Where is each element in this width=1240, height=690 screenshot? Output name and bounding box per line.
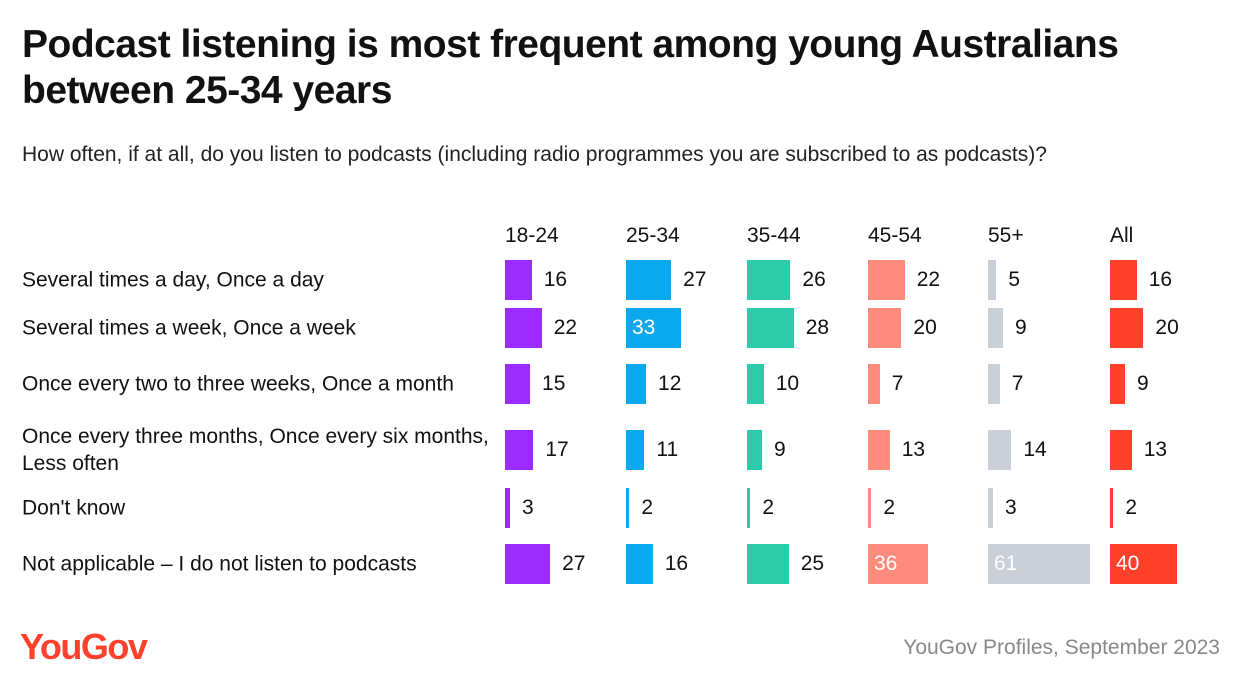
data-label: 9 [1137, 372, 1149, 395]
row-label: Not applicable – I do not listen to podc… [22, 552, 417, 576]
bar [988, 430, 1012, 470]
row-label: Don't know [22, 496, 126, 520]
bar [747, 544, 789, 584]
bar [1110, 308, 1144, 348]
data-label: 20 [913, 316, 937, 339]
row-label: Several times a day, Once a day [22, 268, 324, 292]
data-label: 9 [1015, 316, 1027, 339]
column-header: 45-54 [868, 224, 922, 247]
bar [626, 364, 647, 404]
data-label: 40 [1116, 552, 1140, 575]
bar [626, 488, 630, 528]
data-label: 28 [805, 316, 830, 339]
data-label: 26 [802, 268, 826, 291]
bar [505, 544, 551, 584]
column-header: 18-24 [505, 224, 559, 247]
data-label: 16 [1148, 268, 1173, 291]
data-label: 27 [562, 552, 586, 575]
bar [626, 430, 645, 470]
data-label: 13 [901, 438, 926, 461]
data-label: 20 [1155, 316, 1179, 339]
data-label: 3 [522, 496, 534, 519]
bar [988, 260, 997, 300]
column-header: 55+ [988, 224, 1024, 247]
bar [868, 364, 880, 404]
data-label: 3 [1005, 496, 1017, 519]
row-label: Once every two to three weeks, Once a mo… [22, 372, 454, 396]
chart-subtitle: How often, if at all, do you listen to p… [22, 143, 1047, 166]
data-label: 16 [543, 268, 568, 291]
bar [868, 488, 872, 528]
bar [747, 430, 763, 470]
data-label: 16 [664, 552, 689, 575]
data-label: 17 [545, 438, 569, 461]
data-label: 25 [800, 552, 825, 575]
data-label: 5 [1008, 268, 1021, 291]
data-label: 14 [1023, 438, 1047, 461]
chart-title: Podcast listening is most frequent among… [22, 23, 1119, 112]
bar [626, 544, 653, 584]
bar [1110, 260, 1137, 300]
data-label: 2 [883, 496, 896, 519]
data-label: 61 [994, 552, 1018, 575]
data-label: 12 [658, 372, 682, 395]
data-label: 9 [774, 438, 786, 461]
data-label: 13 [1143, 438, 1168, 461]
source-note: YouGov Profiles, September 2023 [903, 636, 1220, 659]
data-label: 7 [1011, 372, 1024, 395]
column-header: All [1110, 224, 1134, 247]
bar [747, 488, 751, 528]
yougov-logo: YouGov [20, 626, 148, 667]
bar [868, 308, 902, 348]
bar [747, 308, 794, 348]
column-header: 25-34 [626, 224, 680, 247]
row-label: Once every three months, Once every six … [22, 425, 489, 475]
bar [626, 260, 672, 300]
bar [1110, 488, 1114, 528]
bar [505, 308, 542, 348]
data-label: 10 [775, 372, 800, 395]
bar [1110, 544, 1177, 584]
bar [626, 308, 682, 348]
bar [505, 430, 534, 470]
data-label: 22 [916, 268, 941, 291]
bar [747, 364, 764, 404]
bar [988, 488, 993, 528]
bar [868, 430, 890, 470]
column-header: 35-44 [747, 224, 801, 247]
data-label: 36 [874, 552, 898, 575]
data-label: 27 [683, 268, 707, 291]
row-label: Several times a week, Once a week [22, 316, 356, 340]
data-label: 15 [542, 372, 566, 395]
bar [505, 364, 531, 404]
bar [1110, 430, 1132, 470]
data-label: 11 [656, 438, 679, 461]
data-label: 33 [632, 316, 656, 339]
bar [747, 260, 791, 300]
data-label: 2 [641, 496, 654, 519]
data-label: 2 [1125, 496, 1138, 519]
data-label: 7 [891, 372, 904, 395]
data-label: 22 [553, 316, 578, 339]
bar [988, 308, 1004, 348]
bar [505, 488, 510, 528]
bar [868, 260, 905, 300]
bar [868, 544, 929, 584]
bar [505, 260, 532, 300]
bar [988, 544, 1090, 584]
data-label: 2 [762, 496, 775, 519]
bar [1110, 364, 1126, 404]
bar [988, 364, 1000, 404]
